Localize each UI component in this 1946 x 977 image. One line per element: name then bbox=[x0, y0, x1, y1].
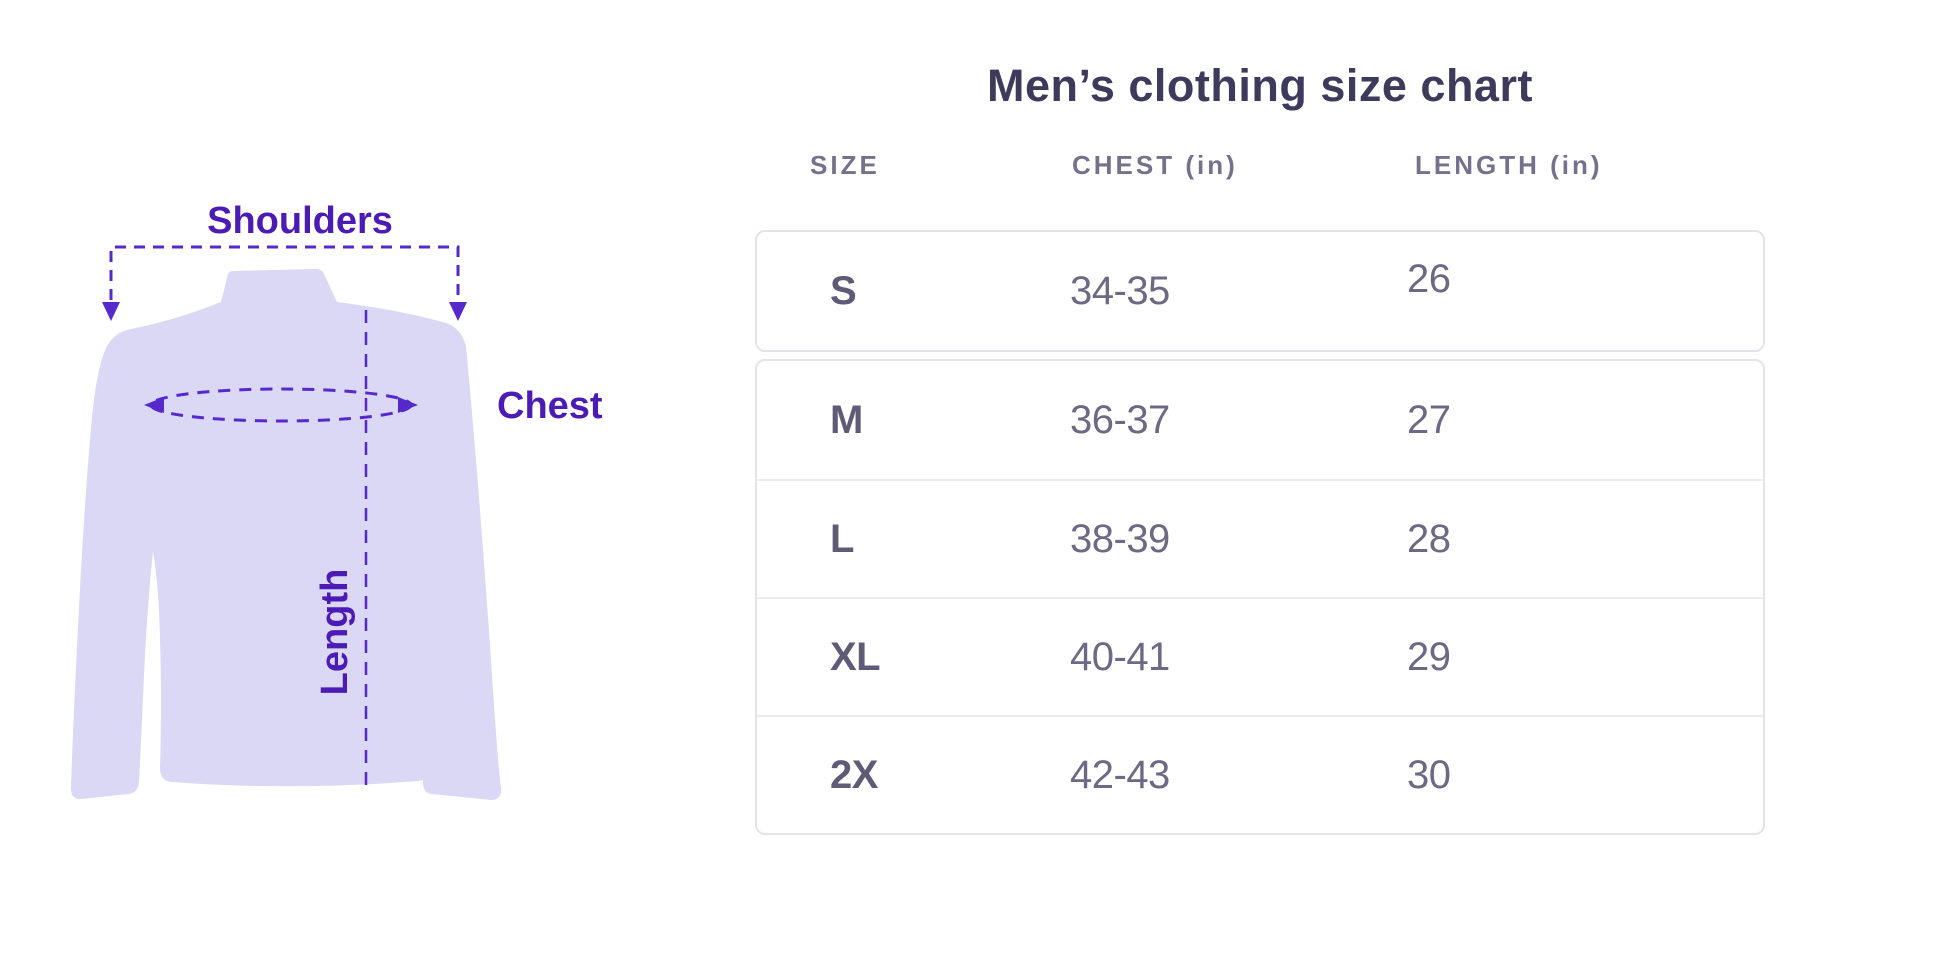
chart-title: Men’s clothing size chart bbox=[987, 60, 1533, 111]
chest-value: 40-41 bbox=[1070, 634, 1170, 679]
length-value: 26 bbox=[1407, 256, 1451, 301]
table-box-sizes-m-2x: M 36-37 27 L 38-39 28 XL 40-41 29 2X 42-… bbox=[755, 359, 1765, 835]
length-value: 28 bbox=[1407, 516, 1451, 561]
table-row: XL 40-41 29 bbox=[757, 597, 1763, 715]
chest-value: 42-43 bbox=[1070, 752, 1170, 797]
shoulders-arrow-left-icon bbox=[102, 302, 120, 321]
column-header-length: LENGTH (in) bbox=[1415, 150, 1603, 180]
shirt-diagram-svg: Shoulders Chest Length bbox=[70, 200, 603, 800]
chest-label: Chest bbox=[497, 385, 603, 427]
length-value: 30 bbox=[1407, 752, 1451, 797]
shoulders-arrow-right-icon bbox=[449, 302, 467, 321]
shirt-silhouette bbox=[70, 269, 502, 800]
column-header-size: SIZE bbox=[810, 150, 880, 180]
chest-arrow-left-icon bbox=[144, 397, 164, 413]
table-row: 2X 42-43 30 bbox=[757, 715, 1763, 833]
table-header-row: SIZE CHEST (in) LENGTH (in) bbox=[810, 150, 1765, 181]
size-chart-panel: Men’s clothing size chart SIZE CHEST (in… bbox=[755, 60, 1765, 835]
shoulders-label: Shoulders bbox=[207, 200, 393, 242]
chest-value: 38-39 bbox=[1070, 516, 1170, 561]
length-value: 27 bbox=[1407, 397, 1451, 442]
size-value: 2X bbox=[830, 752, 878, 797]
chest-value: 34-35 bbox=[1070, 268, 1170, 313]
table-row: S 34-35 26 bbox=[757, 232, 1763, 350]
length-label: Length bbox=[314, 569, 356, 696]
column-header-chest: CHEST (in) bbox=[1072, 150, 1238, 180]
shirt-measurement-diagram: Shoulders Chest Length bbox=[60, 140, 640, 840]
size-value: M bbox=[830, 397, 863, 442]
table-row: M 36-37 27 bbox=[757, 361, 1763, 479]
chest-value: 36-37 bbox=[1070, 397, 1170, 442]
shoulders-measure-line bbox=[109, 245, 460, 300]
size-value: S bbox=[830, 268, 857, 313]
length-value: 29 bbox=[1407, 634, 1451, 679]
size-value: L bbox=[830, 516, 854, 561]
table-row: L 38-39 28 bbox=[757, 479, 1763, 597]
chest-arrow-right-icon bbox=[398, 397, 418, 413]
size-value: XL bbox=[830, 634, 881, 679]
table-box-size-s: S 34-35 26 bbox=[755, 230, 1765, 352]
